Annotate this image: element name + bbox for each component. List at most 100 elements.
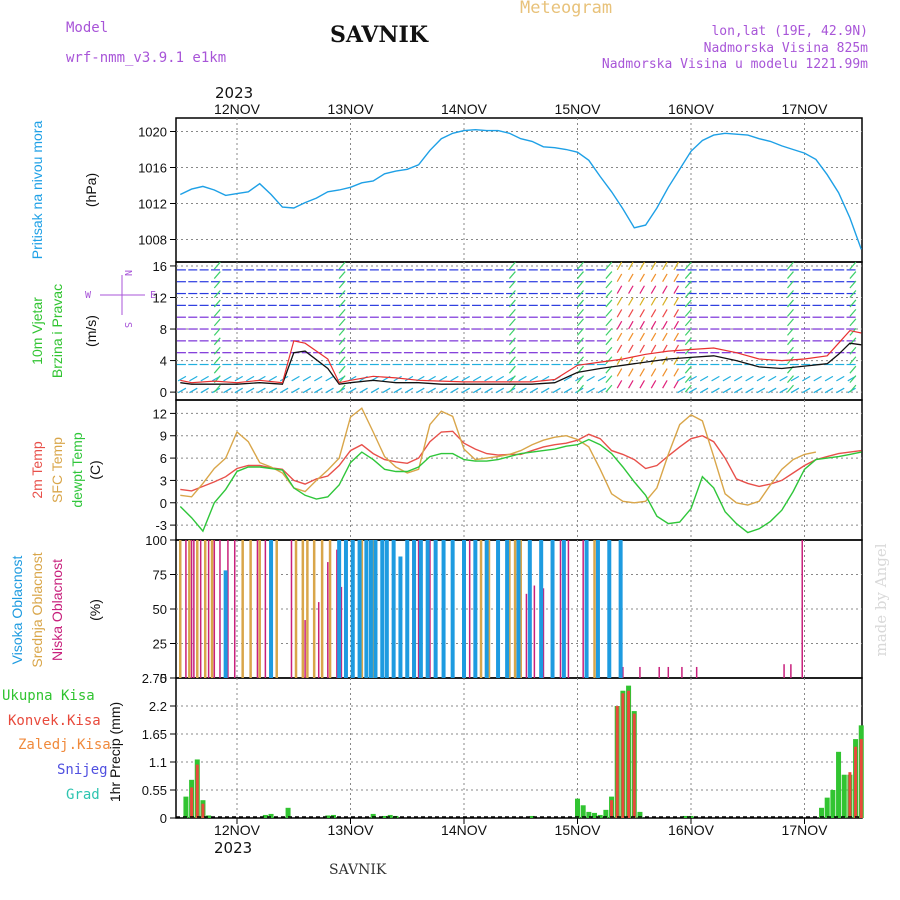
wind-arrow: [673, 332, 679, 342]
wind-arrow: [605, 271, 613, 279]
wind-arrow: [628, 320, 634, 330]
wind-arrow: [461, 375, 470, 382]
wind-arrow: [338, 346, 346, 355]
cloud-unit: (%): [87, 599, 103, 621]
precip-bar: [830, 790, 836, 818]
precip-bar: [268, 813, 274, 818]
wind-arrow: [673, 368, 679, 377]
precip-bar: [854, 746, 858, 818]
wind-arrow: [688, 387, 697, 394]
product-title: Meteogram: [520, 0, 613, 18]
pressure-unit: (hPa): [83, 173, 99, 207]
day-label-bottom: 15NOV: [555, 822, 602, 838]
precip-bar: [586, 811, 592, 818]
wind-arrow: [586, 375, 595, 382]
wind-arrow: [314, 387, 323, 394]
wind-arrow: [628, 297, 634, 306]
wind-arrow: [639, 320, 645, 330]
wind-arrow: [213, 261, 221, 270]
wind-arrow: [733, 375, 743, 382]
elevation: Nadmorska Visina 825m: [703, 41, 868, 56]
y-tick-label: 1020: [138, 125, 167, 140]
wind-arrow: [787, 290, 794, 298]
wind-arrow: [541, 387, 550, 394]
day-label-bottom: 13NOV: [328, 822, 375, 838]
precip-bar: [627, 690, 631, 818]
wind-arrow: [849, 271, 857, 279]
y-tick-label: 1.1: [149, 755, 167, 770]
wind-arrow: [177, 387, 187, 394]
watermark: made by Angel: [872, 543, 890, 656]
wind-arrow: [563, 387, 573, 394]
wind-arrow: [577, 327, 584, 336]
wind-arrow: [370, 387, 380, 394]
y-tick-label: 0: [160, 811, 167, 826]
wind-arrow: [508, 318, 516, 327]
wind-arrow: [484, 387, 493, 394]
wind-arrow: [673, 297, 679, 306]
y-tick-label: 0: [160, 385, 167, 400]
wind-arrow: [628, 380, 634, 389]
y-tick-label: 12: [153, 290, 167, 305]
y-tick-label: 2.75: [142, 671, 167, 686]
wind-arrow: [662, 297, 668, 306]
wind-arrow: [577, 356, 584, 365]
wind-arrow: [508, 384, 516, 393]
wind-arrow: [200, 375, 209, 382]
wind-arrow: [722, 387, 732, 394]
wind-arrow: [684, 375, 692, 384]
wind-arrow: [650, 261, 657, 271]
wind-arrow: [662, 285, 668, 294]
wind-arrow: [684, 299, 692, 308]
wind-arrow: [616, 309, 623, 318]
wind-arrow: [616, 380, 623, 389]
wind-arrow: [472, 375, 482, 382]
cloud-high-title: Visoka Oblacnost: [9, 556, 25, 665]
wind-arrow: [338, 280, 346, 289]
precip-bar: [682, 815, 688, 818]
wind-arrow: [213, 365, 221, 374]
precip-bar: [603, 809, 609, 818]
wind-arrow: [605, 309, 613, 317]
wind-arrow: [849, 280, 857, 289]
wind-arrow: [338, 271, 346, 279]
wind-arrow: [673, 320, 679, 330]
wind-arrow: [508, 356, 516, 365]
wind-arrow: [824, 387, 834, 394]
wind-arrow: [577, 337, 584, 346]
wind-arrow: [605, 375, 613, 384]
wind-arrow: [616, 356, 623, 365]
wind-arrow: [291, 387, 300, 394]
wind-arrow: [257, 387, 266, 394]
precip-bar: [262, 814, 268, 818]
footer-station: SAVNIK: [329, 862, 387, 878]
wind-arrow: [639, 309, 645, 318]
wind-arrow: [802, 387, 811, 394]
wind-arrow: [268, 375, 278, 382]
wind-arrow: [756, 387, 766, 394]
wind-arrow: [639, 380, 645, 389]
wind-arrow: [684, 261, 692, 270]
wind-arrow: [711, 375, 720, 382]
wind-arrow: [787, 346, 794, 355]
wind-arrow: [427, 387, 436, 394]
y-tick-label: -3: [155, 518, 167, 533]
compass-e: E: [150, 290, 156, 301]
wind-arrow: [338, 318, 346, 327]
year-label-bottom: 2023: [214, 839, 253, 857]
precip-bar: [836, 751, 842, 818]
y-tick-label: 0: [160, 496, 167, 511]
wind-arrow: [302, 375, 312, 382]
precip-bar: [597, 814, 603, 818]
wind-arrow: [382, 387, 391, 394]
wind-arrow: [508, 271, 516, 279]
y-tick-label: 75: [153, 568, 167, 583]
wind-arrow: [518, 387, 527, 394]
wind-arrow: [628, 285, 634, 294]
wind-arrow: [650, 309, 657, 318]
precip-bar: [632, 713, 636, 818]
wind-arrow: [628, 332, 634, 342]
wind-arrow: [824, 375, 834, 382]
model-elevation: Nadmorska Visina u modelu 1221.99m: [601, 57, 868, 72]
wind-gust-line: [180, 329, 862, 384]
